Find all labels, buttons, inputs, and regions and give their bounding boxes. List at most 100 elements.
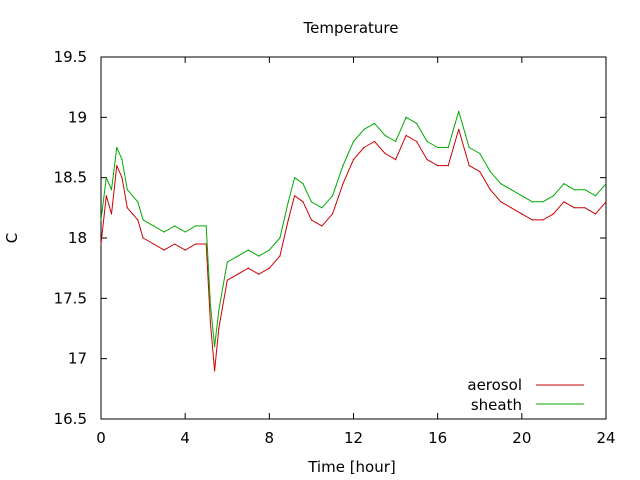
data-point-sheath	[521, 195, 523, 197]
data-point-aerosol	[218, 327, 220, 330]
data-point-sheath	[222, 285, 224, 287]
data-point-sheath	[384, 134, 386, 136]
data-point-sheath	[137, 201, 139, 203]
data-point-aerosol	[294, 195, 296, 197]
data-point-sheath	[116, 146, 118, 149]
data-point-sheath	[302, 183, 304, 185]
data-point-aerosol	[437, 165, 439, 167]
y-tick-label: 19.5	[54, 48, 87, 66]
data-point-aerosol	[510, 207, 512, 209]
data-point-aerosol	[405, 134, 407, 136]
data-point-aerosol	[302, 201, 304, 203]
data-point-aerosol	[268, 267, 270, 269]
x-tick-label: 20	[512, 429, 531, 447]
data-point-aerosol	[132, 213, 134, 215]
data-point-sheath	[363, 128, 365, 130]
data-point-sheath	[500, 183, 502, 185]
data-point-aerosol	[352, 159, 355, 161]
data-point-aerosol	[100, 243, 102, 245]
data-point-sheath	[310, 201, 312, 203]
data-point-sheath	[321, 207, 323, 209]
data-point-aerosol	[137, 219, 139, 221]
data-point-aerosol	[594, 213, 597, 215]
data-point-aerosol	[279, 255, 281, 257]
data-point-aerosol	[287, 219, 289, 221]
data-point-sheath	[247, 249, 249, 251]
data-point-sheath	[352, 140, 355, 143]
data-point-sheath	[542, 201, 544, 203]
data-point-sheath	[174, 225, 176, 227]
data-point-aerosol	[363, 146, 365, 149]
data-point-aerosol	[195, 243, 197, 245]
data-point-aerosol	[258, 273, 260, 275]
data-point-sheath	[237, 255, 239, 257]
data-point-sheath	[594, 195, 597, 197]
data-point-sheath	[405, 116, 407, 118]
data-point-aerosol	[521, 213, 523, 215]
data-point-aerosol	[426, 159, 428, 161]
data-point-sheath	[552, 195, 555, 197]
data-point-sheath	[205, 225, 207, 227]
data-point-aerosol	[468, 165, 470, 167]
data-point-sheath	[458, 110, 460, 112]
data-point-sheath	[105, 177, 107, 179]
data-point-sheath	[142, 219, 144, 221]
data-point-aerosol	[531, 219, 534, 221]
data-point-aerosol	[321, 225, 323, 227]
data-point-sheath	[447, 146, 449, 149]
data-point-aerosol	[573, 207, 576, 209]
data-point-sheath	[287, 201, 289, 203]
data-point-aerosol	[205, 243, 207, 245]
data-point-sheath	[416, 122, 418, 124]
data-point-sheath	[531, 201, 534, 203]
data-point-aerosol	[552, 213, 555, 215]
data-point-aerosol	[584, 207, 586, 209]
data-point-sheath	[437, 146, 439, 149]
data-point-sheath	[468, 146, 470, 149]
y-tick-label: 17.5	[54, 289, 87, 307]
data-point-aerosol	[605, 201, 607, 203]
data-point-sheath	[132, 195, 134, 197]
data-point-aerosol	[310, 219, 312, 221]
data-point-aerosol	[416, 140, 418, 143]
legend: aerosol sheath	[467, 376, 584, 414]
legend-label-aerosol: aerosol	[467, 376, 522, 394]
data-point-sheath	[100, 219, 102, 221]
data-point-aerosol	[105, 195, 107, 197]
data-point-sheath	[573, 189, 576, 191]
x-tick-label: 4	[180, 429, 190, 447]
data-point-aerosol	[110, 213, 113, 215]
data-point-aerosol	[331, 213, 334, 215]
data-point-aerosol	[142, 237, 144, 239]
data-point-sheath	[489, 171, 491, 173]
data-point-aerosol	[563, 201, 565, 203]
data-point-aerosol	[163, 249, 165, 251]
data-point-sheath	[195, 225, 197, 227]
data-point-sheath	[163, 231, 165, 233]
data-point-sheath	[279, 237, 281, 239]
x-tick-label: 8	[265, 429, 275, 447]
x-tick-label: 12	[344, 429, 363, 447]
x-tick-label: 0	[96, 429, 106, 447]
data-point-sheath	[342, 165, 344, 167]
data-point-aerosol	[542, 219, 544, 221]
data-point-sheath	[479, 152, 481, 155]
x-tick-label: 16	[428, 429, 447, 447]
data-point-sheath	[218, 309, 220, 311]
data-point-aerosol	[184, 249, 186, 251]
data-point-aerosol	[116, 165, 118, 167]
data-point-sheath	[426, 140, 428, 143]
x-tick-label: 24	[596, 429, 615, 447]
data-point-sheath	[395, 140, 397, 143]
chart-title: Temperature	[302, 19, 398, 37]
y-tick-label: 18	[68, 229, 87, 247]
y-tick-label: 19	[68, 108, 87, 126]
data-point-aerosol	[489, 189, 491, 191]
data-point-sheath	[126, 189, 128, 191]
data-point-sheath	[563, 183, 565, 185]
data-point-aerosol	[447, 165, 449, 167]
data-point-sheath	[584, 189, 586, 191]
data-point-aerosol	[395, 159, 397, 161]
series-layer	[100, 110, 607, 372]
